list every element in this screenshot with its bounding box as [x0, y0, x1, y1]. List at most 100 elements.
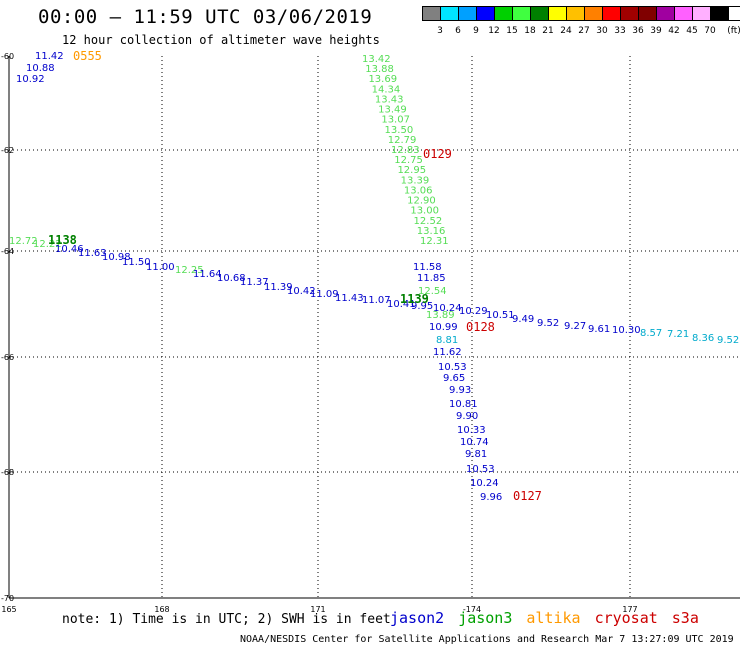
- wave-height-label: 8.81: [436, 335, 458, 346]
- wave-height-label: 13.50: [385, 125, 414, 136]
- wave-height-label: 11.43: [335, 293, 364, 304]
- wave-height-label: 11.42: [35, 51, 64, 62]
- time-0128: 0128: [466, 320, 495, 334]
- wave-height-label: 10.29: [459, 306, 488, 317]
- color-scale-tick-label: 27: [578, 26, 589, 36]
- color-swatch: [477, 7, 495, 20]
- wave-height-label: 10.74: [460, 437, 489, 448]
- wave-height-label: 10.81: [449, 399, 478, 410]
- track-east-cyan: 8.57 7.21 8.36 9.52: [640, 328, 739, 346]
- latitude-label: -66: [1, 353, 14, 362]
- wave-height-label: 10.92: [16, 74, 45, 85]
- time-1139: 1139: [400, 292, 429, 306]
- map-axes: -60 -62 -64 -66 -68 -70 165 168 171 -174 177: [1, 52, 638, 614]
- wave-height-label: 9.65: [443, 373, 465, 384]
- wave-height-label: 10.24: [433, 303, 462, 314]
- longitude-label: 165: [1, 605, 16, 614]
- color-swatch: [459, 7, 477, 20]
- color-scale-tick-label: 36: [632, 26, 644, 36]
- color-swatch: [423, 7, 441, 20]
- wave-height-label: 13.88: [365, 64, 394, 75]
- wave-height-label: 11.64: [193, 269, 222, 280]
- wave-height-label: 10.53: [466, 464, 495, 475]
- legend-cryosat: cryosat: [594, 609, 658, 627]
- longitude-label: -174: [463, 605, 481, 614]
- wave-height-label: 13.39: [401, 175, 430, 186]
- color-scale-tick-label: 12: [488, 26, 499, 36]
- color-swatch: [531, 7, 549, 20]
- wave-height-label: 11.39: [264, 282, 293, 293]
- wave-height-label: 12.90: [407, 196, 436, 207]
- color-scale-tick-label: 39: [650, 26, 662, 36]
- color-scale: 3 6 9 12 15 18 21 24 27 30 33 36 39 42 45 70 (ft): [422, 6, 740, 40]
- color-swatch: [693, 7, 711, 20]
- legend-jason3: jason3: [458, 609, 513, 627]
- wave-height-label: 7.21: [667, 329, 689, 340]
- wave-height-label: 10.53: [438, 362, 467, 373]
- wave-height-label: 12.31: [420, 236, 449, 247]
- satellite-legend: jason2 jason3 altika cryosat s3a: [390, 609, 713, 627]
- color-scale-ticks: 3 6 9 12 15 18 21 24 27 30 33 36 39 42 45 70 (ft): [437, 26, 740, 36]
- time-0127: 0127: [513, 489, 542, 503]
- wave-height-label: 13.69: [368, 74, 397, 85]
- wave-height-label: 13.42: [362, 54, 391, 65]
- wave-height-label: 12.83: [391, 145, 420, 156]
- wave-height-label: 9.27: [564, 321, 586, 332]
- color-scale-tick-label: 45: [686, 26, 697, 36]
- wave-height-label: 10.24: [470, 478, 499, 489]
- track-green-nnw: 13.4213.8813.6914.3413.4313.4913.0713.50…: [362, 54, 449, 247]
- color-swatch: [513, 7, 531, 20]
- color-swatch: [711, 7, 729, 20]
- wave-height-label: 10.98: [102, 252, 131, 263]
- color-scale-tick-label: 18: [524, 26, 536, 36]
- wave-height-label: 10.30: [612, 325, 641, 336]
- wave-height-label: 9.93: [449, 385, 471, 396]
- wave-height-label: 11.63: [78, 248, 107, 259]
- wave-height-label: 10.46: [55, 244, 84, 255]
- wave-height-label: 12.54: [418, 286, 447, 297]
- wave-height-label: 13.06: [404, 185, 433, 196]
- wave-height-label: 9.52: [537, 318, 559, 329]
- color-scale-tick-label: 9: [473, 26, 479, 36]
- wave-height-label: 12.25: [175, 265, 204, 276]
- legend-jason2: jason2: [390, 609, 445, 627]
- wave-height-label: 8.57: [640, 328, 662, 339]
- wave-height-label: 11.62: [433, 347, 462, 358]
- chart-title: 00:00 – 11:59 UTC 03/06/2019: [38, 6, 373, 28]
- color-scale-tick-label: 70: [704, 26, 716, 36]
- wave-height-label: 13.16: [417, 226, 446, 237]
- latitude-label: -64: [1, 247, 14, 256]
- wave-height-label: 10.51: [486, 310, 515, 321]
- wave-height-label: 13.43: [375, 94, 404, 105]
- color-swatch: [621, 7, 639, 20]
- wave-height-label: 11.00: [146, 262, 175, 273]
- latitude-label: -70: [1, 594, 14, 603]
- wave-height-label: 12.75: [394, 155, 423, 166]
- time-0129: 0129: [423, 147, 452, 161]
- color-scale-tick-label: (ft): [727, 26, 740, 36]
- time-1138: 1138: [48, 233, 77, 247]
- color-scale-tick-label: 24: [560, 26, 572, 36]
- wave-height-label: 13.00: [410, 206, 439, 217]
- wave-height-label: 10.41: [387, 299, 416, 310]
- color-swatch: [675, 7, 693, 20]
- track-west-green2: 12.25: [175, 265, 204, 276]
- wave-height-label: 9.90: [456, 411, 478, 422]
- latitude-label: -60: [1, 52, 14, 61]
- wave-height-label: 12.72: [9, 236, 38, 247]
- footer-note: note: 1) Time is in UTC; 2) SWH is in fe…: [62, 612, 391, 627]
- wave-height-label: 9.96: [480, 492, 502, 503]
- wave-height-label: 9.61: [588, 324, 610, 335]
- chart-subtitle: 12 hour collection of altimeter wave hei…: [62, 33, 380, 47]
- wave-height-label: 13.49: [378, 105, 407, 116]
- latitude-label: -68: [1, 468, 14, 477]
- color-scale-tick-label: 21: [542, 26, 553, 36]
- legend-altika: altika: [526, 609, 581, 627]
- color-swatch: [585, 7, 603, 20]
